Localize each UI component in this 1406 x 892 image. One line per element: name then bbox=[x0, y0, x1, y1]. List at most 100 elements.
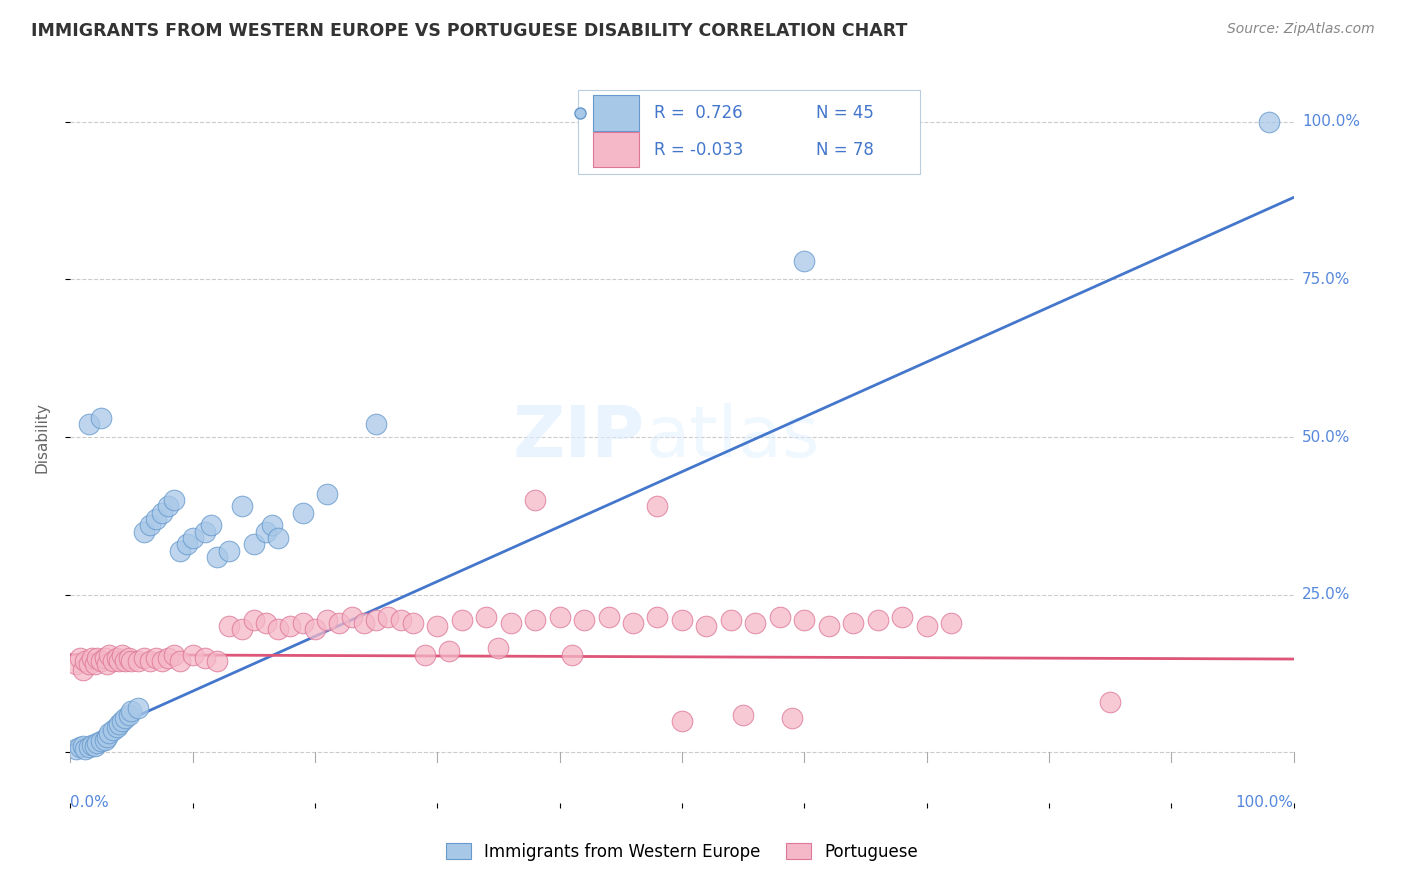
Point bbox=[1258, 115, 1281, 129]
Point bbox=[499, 616, 522, 631]
Point bbox=[744, 616, 766, 631]
Point bbox=[389, 613, 412, 627]
Point bbox=[598, 609, 620, 624]
Point bbox=[200, 518, 222, 533]
Legend: Immigrants from Western Europe, Portuguese: Immigrants from Western Europe, Portugue… bbox=[439, 837, 925, 868]
Point bbox=[316, 487, 339, 501]
Text: ZIP: ZIP bbox=[513, 402, 645, 472]
Point bbox=[163, 648, 186, 662]
Point bbox=[524, 493, 547, 508]
Point bbox=[891, 609, 914, 624]
Point bbox=[121, 654, 143, 668]
Text: 75.0%: 75.0% bbox=[1302, 272, 1350, 287]
Point bbox=[108, 654, 131, 668]
Point bbox=[139, 654, 162, 668]
Point bbox=[65, 657, 87, 671]
Point bbox=[450, 613, 472, 627]
Point bbox=[105, 650, 128, 665]
Point bbox=[150, 506, 173, 520]
Point bbox=[163, 493, 186, 508]
Y-axis label: Disability: Disability bbox=[35, 401, 49, 473]
Point bbox=[218, 619, 240, 633]
Point bbox=[108, 717, 131, 731]
Point bbox=[205, 654, 228, 668]
Point bbox=[647, 609, 669, 624]
Point bbox=[181, 531, 204, 545]
Point bbox=[77, 740, 100, 755]
Point bbox=[93, 732, 115, 747]
Point bbox=[105, 720, 128, 734]
Point bbox=[426, 619, 449, 633]
Point bbox=[86, 736, 108, 750]
Point bbox=[291, 616, 314, 631]
Point bbox=[280, 619, 302, 633]
Point bbox=[939, 616, 962, 631]
Point bbox=[111, 648, 134, 662]
Point bbox=[82, 738, 104, 752]
Point bbox=[169, 654, 191, 668]
Point bbox=[291, 506, 314, 520]
FancyBboxPatch shape bbox=[592, 95, 640, 130]
Point bbox=[231, 623, 253, 637]
Text: 100.0%: 100.0% bbox=[1236, 796, 1294, 810]
Point bbox=[780, 711, 803, 725]
Text: 25.0%: 25.0% bbox=[1302, 587, 1350, 602]
Point bbox=[866, 613, 889, 627]
Text: Source: ZipAtlas.com: Source: ZipAtlas.com bbox=[1227, 22, 1375, 37]
Point bbox=[114, 654, 136, 668]
Point bbox=[439, 644, 461, 658]
Point bbox=[817, 619, 839, 633]
Point bbox=[90, 734, 112, 748]
Point bbox=[366, 417, 388, 432]
Point bbox=[114, 711, 136, 725]
Point bbox=[695, 619, 717, 633]
Point bbox=[139, 518, 162, 533]
Text: R = -0.033: R = -0.033 bbox=[654, 141, 744, 159]
Point bbox=[524, 613, 547, 627]
Point bbox=[366, 613, 388, 627]
Point bbox=[842, 616, 865, 631]
Point bbox=[98, 726, 121, 740]
Point bbox=[169, 543, 191, 558]
Point bbox=[72, 739, 94, 753]
Point bbox=[73, 654, 96, 668]
Point bbox=[733, 707, 755, 722]
Point bbox=[93, 650, 115, 665]
Text: 50.0%: 50.0% bbox=[1302, 430, 1350, 444]
Point bbox=[402, 616, 425, 631]
Point bbox=[69, 740, 91, 755]
Point bbox=[194, 524, 217, 539]
Point bbox=[254, 616, 277, 631]
Point bbox=[157, 650, 180, 665]
Point bbox=[231, 500, 253, 514]
Point bbox=[101, 654, 124, 668]
Point bbox=[561, 648, 583, 662]
Point bbox=[90, 411, 112, 425]
Point bbox=[243, 537, 266, 551]
Point bbox=[96, 657, 118, 671]
Point bbox=[82, 650, 104, 665]
Point bbox=[353, 616, 375, 631]
Point bbox=[111, 714, 134, 728]
Point bbox=[671, 714, 693, 728]
Point bbox=[90, 654, 112, 668]
Point bbox=[86, 650, 108, 665]
Point bbox=[915, 619, 938, 633]
Point bbox=[176, 537, 198, 551]
Text: atlas: atlas bbox=[645, 402, 820, 472]
Point bbox=[118, 707, 141, 722]
Point bbox=[194, 650, 217, 665]
Point bbox=[83, 739, 105, 753]
Point bbox=[671, 613, 693, 627]
Point bbox=[83, 657, 105, 671]
Point bbox=[132, 524, 155, 539]
Point bbox=[127, 701, 149, 715]
Point bbox=[77, 657, 100, 671]
Point bbox=[118, 650, 141, 665]
Text: 0.0%: 0.0% bbox=[70, 796, 110, 810]
Point bbox=[157, 500, 180, 514]
Point bbox=[69, 650, 91, 665]
Point bbox=[145, 512, 167, 526]
Point bbox=[304, 623, 326, 637]
Point bbox=[316, 613, 339, 627]
